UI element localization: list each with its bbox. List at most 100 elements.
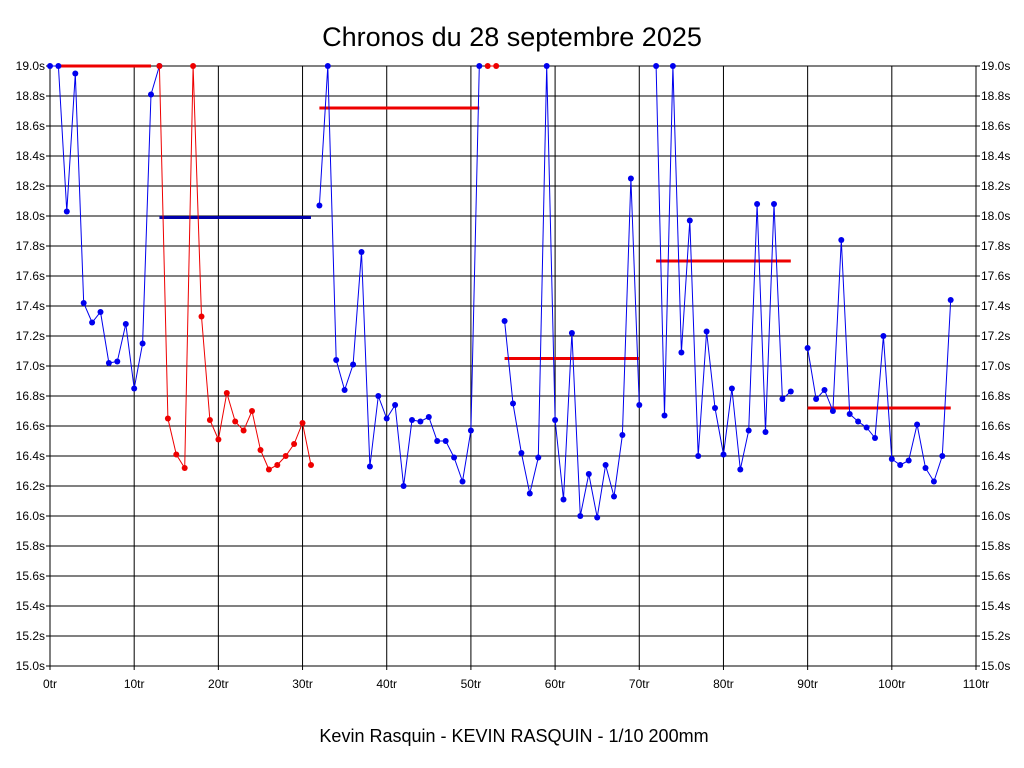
y-tick-label-right: 18.0s [981, 209, 1010, 223]
data-point [459, 478, 466, 485]
y-tick-label-right: 17.2s [981, 329, 1010, 343]
y-tick-label-right: 15.2s [981, 629, 1010, 643]
y-tick-label-right: 16.4s [981, 449, 1010, 463]
y-tick-label: 18.0s [16, 209, 45, 223]
y-tick-label: 18.4s [16, 149, 45, 163]
data-point [400, 483, 407, 489]
data-point [131, 385, 138, 392]
data-point [787, 388, 794, 395]
data-point [602, 462, 609, 468]
y-tick-label-right: 18.6s [981, 119, 1010, 133]
series-5 [653, 63, 794, 473]
y-tick-label: 17.0s [16, 359, 45, 373]
data-point [560, 496, 567, 503]
data-point [308, 462, 314, 468]
data-point [409, 417, 415, 423]
series-3 [484, 63, 500, 69]
data-point [905, 457, 912, 464]
data-point [299, 420, 306, 426]
data-point [737, 466, 744, 473]
data-point [274, 462, 281, 468]
data-point [156, 63, 163, 69]
data-point [636, 402, 643, 408]
data-point [190, 63, 197, 69]
y-tick-label: 16.4s [16, 449, 45, 463]
gridlines [50, 66, 976, 666]
data-point [535, 454, 542, 461]
y-tick-label: 16.2s [16, 479, 45, 493]
y-tick-label-right: 17.8s [981, 239, 1010, 253]
x-tick-label: 90tr [797, 677, 818, 691]
data-point [577, 513, 584, 519]
x-tick-label: 100tr [878, 677, 905, 691]
y-tick-label-right: 16.6s [981, 419, 1010, 433]
data-point [501, 318, 508, 324]
x-tick-label: 60tr [545, 677, 566, 691]
data-point [375, 393, 382, 399]
x-tick-label: 50tr [461, 677, 482, 691]
data-point [232, 418, 239, 425]
data-point [762, 429, 769, 435]
data-point [105, 360, 112, 366]
chart-subtitle: Kevin Rasquin - KEVIN RASQUIN - 1/10 200… [319, 726, 708, 746]
data-point [164, 415, 171, 422]
data-point [122, 321, 129, 327]
data-point [350, 361, 357, 368]
data-point [282, 453, 289, 459]
x-tick-label: 80tr [713, 677, 734, 691]
data-point [585, 471, 592, 477]
y-tick-label: 17.8s [16, 239, 45, 253]
data-point [686, 217, 693, 224]
data-point [526, 490, 533, 497]
data-point [139, 340, 146, 347]
x-axis: 0tr 10tr 20tr 30tr 40tr 50tr 60tr 70tr 80tr 90tr 1… [43, 666, 989, 691]
data-point [678, 349, 685, 356]
data-point [880, 333, 887, 339]
y-tick-label-right: 15.4s [981, 599, 1010, 613]
data-point [467, 427, 474, 434]
data-point [661, 412, 668, 419]
data-point [930, 478, 937, 485]
data-point [695, 453, 702, 459]
data-point [863, 424, 870, 431]
y-tick-label: 16.0s [16, 509, 45, 523]
y-tick-label-right: 15.8s [981, 539, 1010, 553]
series-group [47, 63, 954, 521]
series-1 [156, 63, 314, 473]
y-tick-label-right: 15.6s [981, 569, 1010, 583]
x-tick-label: 110tr [963, 677, 989, 691]
data-point [484, 63, 491, 69]
data-point [215, 436, 222, 443]
y-tick-label-right: 17.4s [981, 299, 1010, 313]
data-point [804, 345, 811, 351]
data-point [223, 390, 230, 396]
data-point [821, 387, 828, 393]
y-tick-label: 15.2s [16, 629, 45, 643]
data-point [543, 63, 550, 69]
y-tick-label: 19.0s [16, 59, 45, 73]
data-point [922, 465, 929, 471]
data-point [476, 63, 483, 69]
x-tick-label: 30tr [292, 677, 313, 691]
data-point [358, 249, 365, 255]
x-tick-label: 40tr [376, 677, 397, 691]
series-4 [501, 63, 643, 521]
y-tick-label-right: 18.2s [981, 179, 1010, 193]
data-point [669, 63, 676, 69]
data-point [611, 493, 617, 500]
data-point [872, 435, 878, 441]
data-point [829, 408, 836, 414]
data-point [47, 63, 53, 69]
y-tick-label: 17.4s [16, 299, 45, 313]
y-tick-label-right: 16.8s [981, 389, 1010, 403]
data-point [240, 427, 247, 434]
x-tick-label: 0tr [43, 677, 57, 691]
data-point [198, 313, 205, 320]
data-point [257, 447, 264, 453]
data-point [745, 427, 752, 434]
data-point [493, 63, 500, 69]
data-point [89, 319, 96, 326]
data-point [813, 396, 820, 402]
y-tick-label: 15.4s [16, 599, 45, 613]
